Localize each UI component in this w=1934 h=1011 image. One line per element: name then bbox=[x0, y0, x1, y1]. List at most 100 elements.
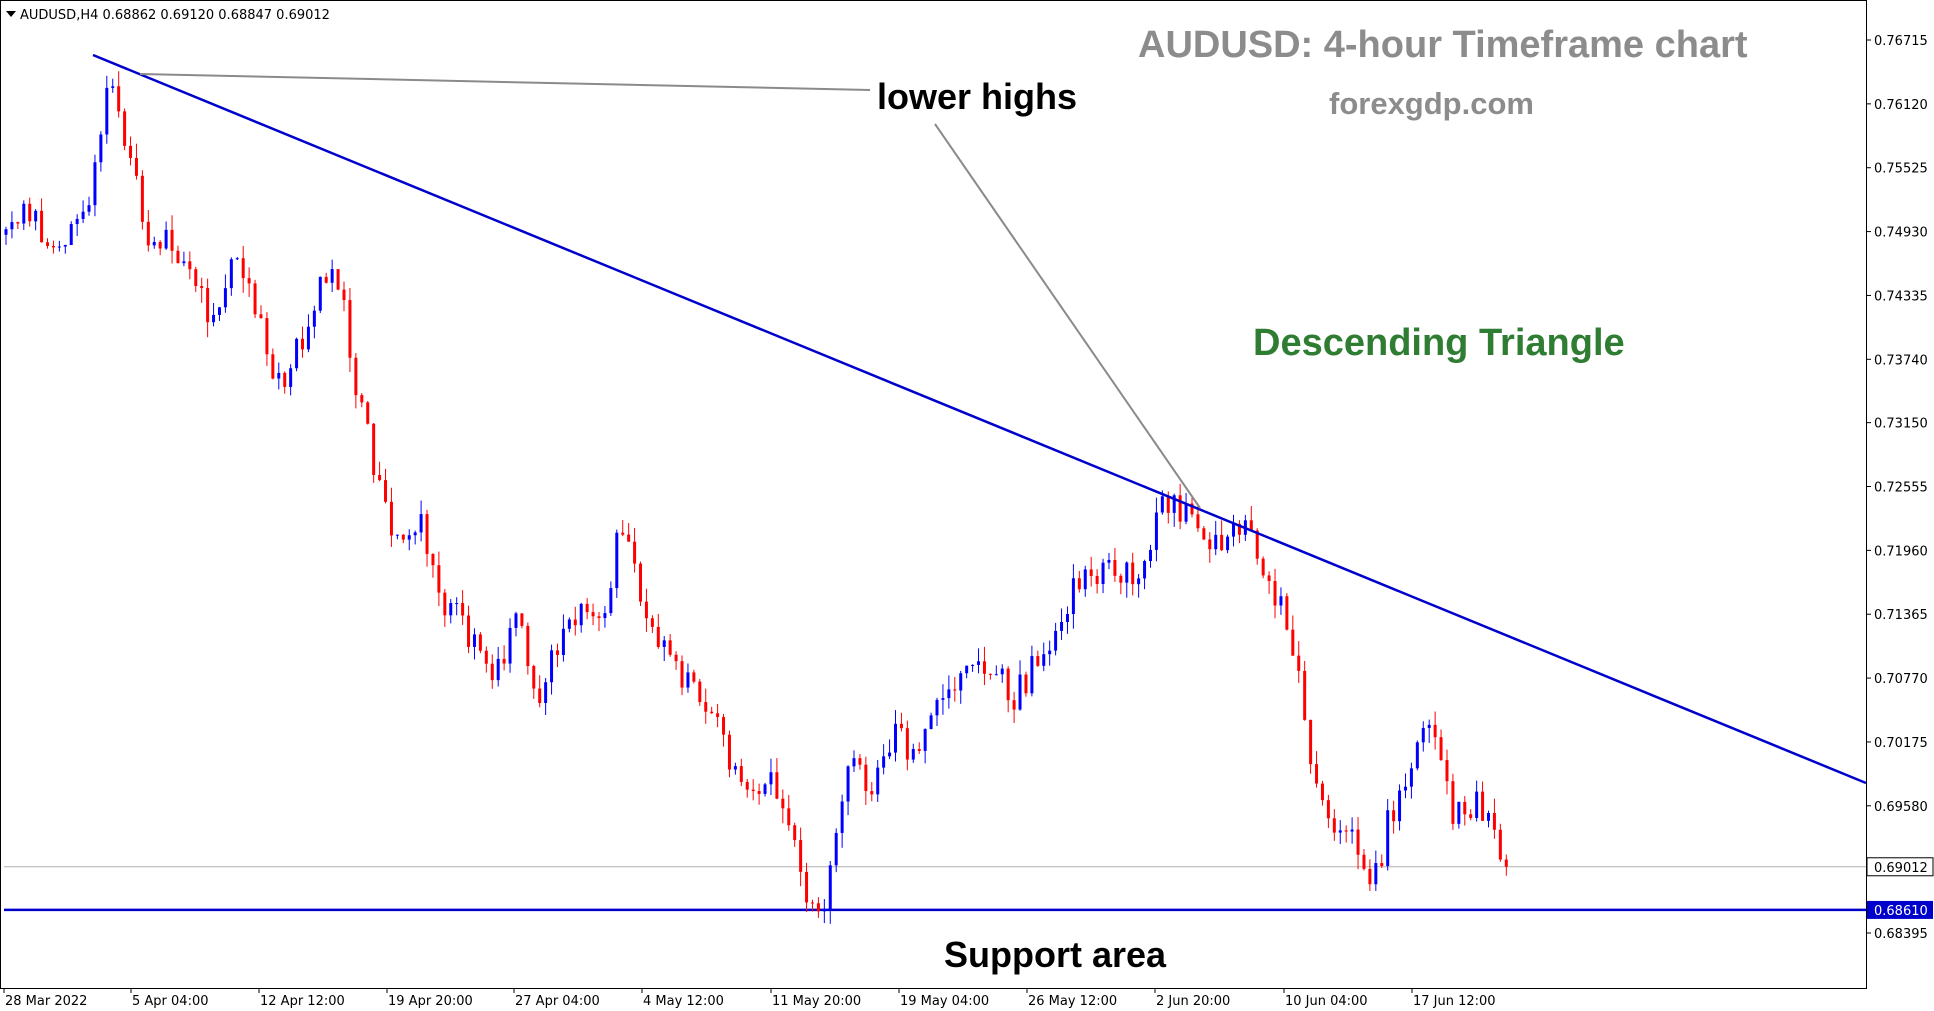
y-tick-label: 0.74930 bbox=[1874, 226, 1928, 241]
candle-body bbox=[1332, 818, 1336, 833]
chart-title: AUDUSD: 4-hour Timeframe chart bbox=[1138, 24, 1748, 66]
candle-body bbox=[591, 612, 595, 617]
candle-body bbox=[318, 276, 322, 311]
candle-body bbox=[490, 663, 494, 681]
candle-body bbox=[615, 532, 619, 589]
symbol-header: AUDUSD,H4 0.68862 0.69120 0.68847 0.6901… bbox=[6, 8, 330, 23]
candle-body bbox=[1445, 760, 1449, 782]
current-price-tag bbox=[1866, 857, 1934, 877]
candle-body bbox=[212, 314, 216, 323]
candle-body bbox=[1042, 654, 1046, 666]
candle-body bbox=[1433, 724, 1437, 738]
y-tick-label: 0.74335 bbox=[1874, 289, 1928, 304]
candle-body bbox=[733, 766, 737, 770]
candle-body bbox=[277, 372, 281, 379]
candle-body bbox=[727, 734, 731, 770]
candle-body bbox=[289, 368, 293, 387]
candle-body bbox=[1166, 496, 1170, 513]
candle-body bbox=[467, 615, 471, 647]
candle-body bbox=[1338, 830, 1342, 833]
support-label: Support area bbox=[944, 934, 1167, 975]
x-tick-label: 12 Apr 12:00 bbox=[260, 994, 345, 1009]
support-price-tag-text: 0.68610 bbox=[1874, 904, 1928, 919]
candle-body bbox=[105, 87, 109, 135]
candle-body bbox=[828, 865, 832, 910]
candle-body bbox=[1415, 742, 1419, 769]
candle-body bbox=[899, 723, 903, 729]
candle-body bbox=[99, 134, 103, 163]
candle-body bbox=[425, 514, 429, 554]
candle-body bbox=[10, 222, 14, 230]
x-tick-label: 28 Mar 2022 bbox=[5, 994, 87, 1009]
candle-body bbox=[1297, 655, 1301, 671]
candle-body bbox=[526, 625, 530, 667]
candle-body bbox=[342, 289, 346, 301]
candle-body bbox=[443, 592, 447, 616]
candle-body bbox=[182, 261, 186, 264]
candle-body bbox=[1160, 496, 1164, 513]
candle-body bbox=[389, 501, 393, 536]
candle-body bbox=[217, 307, 221, 315]
candle-body bbox=[935, 699, 939, 716]
x-tick-label: 2 Jun 20:00 bbox=[1156, 994, 1230, 1009]
candle-body bbox=[1498, 829, 1502, 860]
candle-body bbox=[1006, 668, 1010, 701]
candle-body bbox=[140, 175, 144, 222]
candle-body bbox=[988, 673, 992, 675]
candle-body bbox=[864, 764, 868, 792]
candle-body bbox=[16, 222, 20, 224]
candle-body bbox=[1261, 558, 1265, 576]
candle-body bbox=[158, 241, 162, 249]
candle-body bbox=[1309, 719, 1313, 765]
candle-body bbox=[923, 729, 927, 751]
candle-body bbox=[656, 626, 660, 647]
candle-body bbox=[852, 758, 856, 767]
candle-body bbox=[1024, 674, 1028, 694]
candle-body bbox=[917, 749, 921, 751]
candle-body bbox=[301, 338, 304, 350]
candle-body bbox=[834, 832, 838, 866]
candle-body bbox=[1492, 813, 1496, 830]
candle-body bbox=[372, 423, 376, 475]
x-tick-label: 11 May 20:00 bbox=[772, 994, 861, 1009]
candle-body bbox=[1303, 670, 1307, 720]
candle-body bbox=[905, 728, 909, 760]
candle-body bbox=[538, 688, 542, 703]
candle-body bbox=[1018, 674, 1022, 710]
candle-body bbox=[1291, 629, 1295, 656]
candle-body bbox=[621, 532, 625, 535]
candle-body bbox=[1143, 561, 1147, 579]
candle-body bbox=[1249, 520, 1253, 531]
candle-body bbox=[603, 613, 607, 618]
candle-body bbox=[745, 781, 749, 790]
candle-body bbox=[366, 402, 370, 424]
candle-body bbox=[722, 717, 726, 735]
candle-body bbox=[1386, 810, 1390, 866]
candle-body bbox=[1054, 630, 1058, 651]
candle-body bbox=[401, 534, 405, 540]
candle-body bbox=[882, 756, 886, 768]
candle-body bbox=[348, 300, 352, 358]
candle-body bbox=[1000, 668, 1004, 675]
candle-body bbox=[680, 661, 684, 688]
candle-body bbox=[1487, 813, 1490, 821]
candle-body bbox=[544, 682, 548, 703]
candle-body bbox=[1279, 596, 1283, 606]
candle-body bbox=[1409, 768, 1413, 787]
candle-body bbox=[336, 269, 340, 290]
candle-body bbox=[686, 672, 690, 688]
candle-body bbox=[223, 288, 227, 308]
y-tick-label: 0.73150 bbox=[1874, 417, 1928, 432]
plot-frame bbox=[0, 0, 1867, 989]
candle-body bbox=[413, 532, 417, 536]
drawn-lines bbox=[92, 53, 1867, 785]
candle-body bbox=[822, 909, 826, 912]
candle-body bbox=[870, 791, 874, 795]
candle-body bbox=[271, 354, 275, 379]
candle-body bbox=[1036, 656, 1040, 666]
candle-body bbox=[704, 702, 708, 712]
candle-body bbox=[787, 808, 791, 826]
candle-body bbox=[644, 601, 648, 619]
x-tick-label: 5 Apr 04:00 bbox=[132, 994, 209, 1009]
